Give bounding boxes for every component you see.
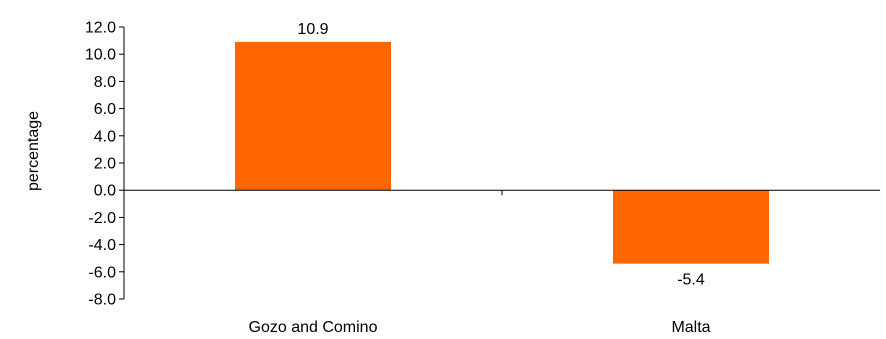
bar (613, 190, 769, 264)
y-tick-label: 6.0 (94, 101, 116, 118)
y-tick-label: -2.0 (88, 210, 116, 227)
y-tick-label: 2.0 (94, 156, 116, 173)
y-tick-label: -4.0 (88, 237, 116, 254)
y-tick-label: -8.0 (88, 292, 116, 309)
y-axis-title: percentage (25, 111, 42, 191)
y-tick-label: -6.0 (88, 264, 116, 281)
x-category-label: Gozo and Comino (249, 319, 378, 336)
x-axis-labels: Gozo and Comino Malta (249, 319, 711, 336)
data-label: 10.9 (297, 21, 328, 38)
data-label: -5.4 (677, 272, 705, 289)
y-tick-label: 8.0 (94, 74, 116, 91)
y-tick-label: 12.0 (85, 20, 116, 37)
y-tick-label: 4.0 (94, 128, 116, 145)
bar (235, 41, 391, 191)
bars (235, 41, 769, 264)
data-labels: 10.9 -5.4 (297, 21, 704, 289)
y-axis-ticks: 12.0 10.0 8.0 6.0 4.0 2.0 0.0 -2.0 -4.0 -6.0 -8.0 (85, 20, 503, 309)
x-category-label: Malta (671, 319, 710, 336)
y-tick-label: 0.0 (94, 183, 116, 200)
y-tick-label: 10.0 (85, 47, 116, 64)
